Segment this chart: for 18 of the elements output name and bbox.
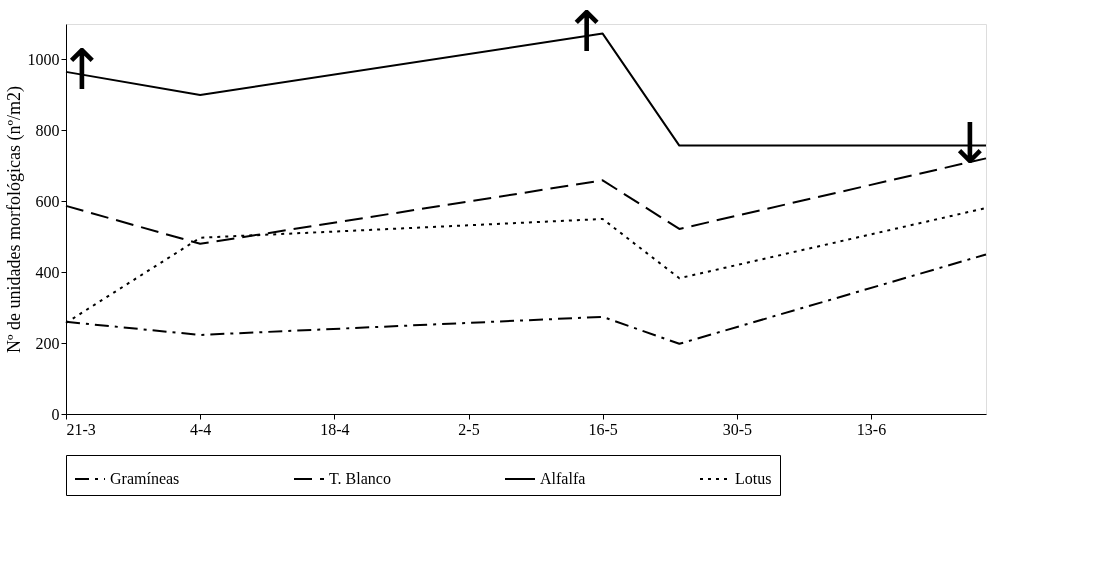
legend-label: T. Blanco — [329, 470, 391, 487]
y-axis-title: Nº de unidades morfológicas (nº/m2) — [3, 85, 25, 354]
x-tick-label: 13-6 — [856, 420, 887, 438]
x-tick-label: 30-5 — [722, 420, 752, 438]
legend-label: Gramíneas — [110, 470, 180, 487]
y-tick-label: 600 — [35, 192, 60, 210]
legend-label: Alfalfa — [540, 470, 586, 487]
legend-label: Lotus — [735, 470, 772, 487]
y-tick-label: 0 — [51, 405, 60, 423]
x-tick-label: 18-4 — [320, 420, 350, 438]
y-tick-label: 400 — [35, 263, 60, 281]
y-tick-label: 200 — [35, 334, 60, 352]
x-tick-label: 2-5 — [458, 420, 480, 438]
x-tick-label: 21-3 — [66, 420, 96, 438]
x-tick-label: 16-5 — [588, 420, 618, 438]
y-tick-label: 800 — [35, 121, 60, 139]
x-tick-label: 4-4 — [190, 420, 212, 438]
y-tick-label: 1000 — [27, 50, 60, 68]
